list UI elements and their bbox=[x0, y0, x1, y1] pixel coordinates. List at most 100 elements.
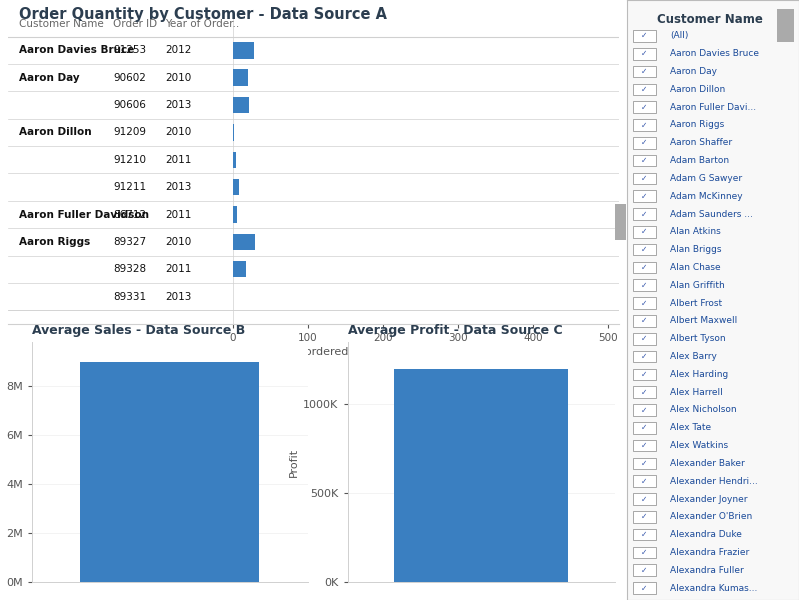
Text: Aaron Day: Aaron Day bbox=[670, 67, 718, 76]
Text: 89331: 89331 bbox=[113, 292, 146, 302]
Text: Alexander Baker: Alexander Baker bbox=[670, 459, 745, 468]
Bar bbox=[233, 152, 236, 168]
Text: ✓: ✓ bbox=[642, 494, 647, 503]
Text: 2013: 2013 bbox=[165, 182, 192, 192]
Text: 90602: 90602 bbox=[113, 73, 146, 83]
Bar bbox=[233, 97, 249, 113]
Bar bbox=[634, 493, 655, 505]
Text: ✓: ✓ bbox=[642, 49, 647, 58]
Bar bbox=[634, 48, 655, 59]
Text: ✓: ✓ bbox=[642, 299, 647, 308]
Text: 89328: 89328 bbox=[113, 264, 146, 274]
Text: ✓: ✓ bbox=[642, 423, 647, 432]
Bar bbox=[634, 458, 655, 469]
Text: ✓: ✓ bbox=[642, 281, 647, 290]
Bar bbox=[634, 368, 655, 380]
Bar bbox=[233, 233, 256, 250]
Bar bbox=[634, 386, 655, 398]
Text: ✓: ✓ bbox=[642, 388, 647, 397]
Bar bbox=[634, 280, 655, 291]
Text: Customer Name: Customer Name bbox=[19, 19, 104, 29]
Text: ✓: ✓ bbox=[642, 227, 647, 236]
Text: 91211: 91211 bbox=[113, 182, 146, 192]
Text: 90606: 90606 bbox=[113, 100, 146, 110]
Text: Adam McKinney: Adam McKinney bbox=[670, 192, 743, 201]
Text: Alexandra Fuller: Alexandra Fuller bbox=[670, 566, 744, 575]
Bar bbox=[634, 422, 655, 434]
Text: Customer Name: Customer Name bbox=[657, 13, 762, 26]
Text: Alex Watkins: Alex Watkins bbox=[670, 441, 728, 450]
Text: Alex Tate: Alex Tate bbox=[670, 423, 711, 432]
Text: Aaron Day: Aaron Day bbox=[19, 73, 80, 83]
Text: ✓: ✓ bbox=[642, 245, 647, 254]
Bar bbox=[233, 124, 234, 140]
Y-axis label: Sales: Sales bbox=[0, 447, 2, 477]
Text: Alexandra Kumas...: Alexandra Kumas... bbox=[670, 584, 757, 593]
Bar bbox=[634, 244, 655, 256]
Bar bbox=[634, 137, 655, 149]
Text: ✓: ✓ bbox=[642, 316, 647, 325]
Bar bbox=[634, 547, 655, 558]
Text: ✓: ✓ bbox=[642, 334, 647, 343]
Bar bbox=[233, 206, 237, 223]
Text: Alex Harding: Alex Harding bbox=[670, 370, 729, 379]
Bar bbox=[634, 119, 655, 131]
Text: Albert Tyson: Albert Tyson bbox=[670, 334, 725, 343]
Text: ✓: ✓ bbox=[642, 477, 647, 486]
Text: Year of Order..: Year of Order.. bbox=[165, 19, 240, 29]
Text: 2010: 2010 bbox=[165, 237, 192, 247]
Bar bbox=[634, 30, 655, 41]
Text: Order Quantity by Customer - Data Source A: Order Quantity by Customer - Data Source… bbox=[19, 7, 388, 22]
Text: 2010: 2010 bbox=[165, 127, 192, 137]
Text: 2011: 2011 bbox=[165, 264, 192, 274]
Text: 86712: 86712 bbox=[113, 209, 146, 220]
Text: 91253: 91253 bbox=[113, 46, 146, 55]
Text: Alexander Joyner: Alexander Joyner bbox=[670, 494, 748, 503]
Text: Aaron Davies Bruce: Aaron Davies Bruce bbox=[19, 46, 134, 55]
Text: Aaron Dillon: Aaron Dillon bbox=[670, 85, 725, 94]
Text: Alex Barry: Alex Barry bbox=[670, 352, 717, 361]
Text: Order ID: Order ID bbox=[113, 19, 157, 29]
Bar bbox=[233, 42, 254, 59]
Bar bbox=[634, 475, 655, 487]
Text: 2011: 2011 bbox=[165, 155, 192, 165]
Bar bbox=[634, 565, 655, 576]
Bar bbox=[634, 315, 655, 326]
Text: ✓: ✓ bbox=[642, 352, 647, 361]
Bar bbox=[634, 101, 655, 113]
Bar bbox=[634, 155, 655, 166]
Text: 2012: 2012 bbox=[165, 46, 192, 55]
Text: 89327: 89327 bbox=[113, 237, 146, 247]
Y-axis label: Profit: Profit bbox=[289, 448, 299, 476]
Bar bbox=[395, 368, 568, 582]
Bar bbox=[634, 351, 655, 362]
Text: Aaron Riggs: Aaron Riggs bbox=[19, 237, 90, 247]
Bar bbox=[634, 404, 655, 416]
Bar bbox=[233, 70, 248, 86]
Text: Adam Saunders ...: Adam Saunders ... bbox=[670, 209, 753, 218]
Text: 2013: 2013 bbox=[165, 292, 192, 302]
Bar bbox=[634, 440, 655, 451]
Text: Alexander Hendri...: Alexander Hendri... bbox=[670, 477, 758, 486]
Bar bbox=[634, 529, 655, 541]
Text: ✓: ✓ bbox=[642, 370, 647, 379]
Text: ✓: ✓ bbox=[642, 441, 647, 450]
Bar bbox=[634, 262, 655, 273]
Bar bbox=[634, 298, 655, 309]
Text: Adam G Sawyer: Adam G Sawyer bbox=[670, 174, 742, 183]
Bar bbox=[634, 333, 655, 344]
Text: Alexandra Frazier: Alexandra Frazier bbox=[670, 548, 749, 557]
Text: Alexandra Duke: Alexandra Duke bbox=[670, 530, 742, 539]
Text: (All): (All) bbox=[670, 31, 689, 40]
Text: Aaron Dillon: Aaron Dillon bbox=[19, 127, 92, 137]
Text: Albert Frost: Albert Frost bbox=[670, 299, 722, 308]
Text: ✓: ✓ bbox=[642, 530, 647, 539]
Text: ✓: ✓ bbox=[642, 459, 647, 468]
Bar bbox=[233, 179, 239, 196]
Text: Average Sales - Data Source B: Average Sales - Data Source B bbox=[32, 323, 245, 337]
Text: Alex Harrell: Alex Harrell bbox=[670, 388, 723, 397]
Text: Average Profit - Data Source C: Average Profit - Data Source C bbox=[348, 323, 562, 337]
Text: ✓: ✓ bbox=[642, 263, 647, 272]
Text: Adam Barton: Adam Barton bbox=[670, 156, 729, 165]
Text: ✓: ✓ bbox=[642, 67, 647, 76]
